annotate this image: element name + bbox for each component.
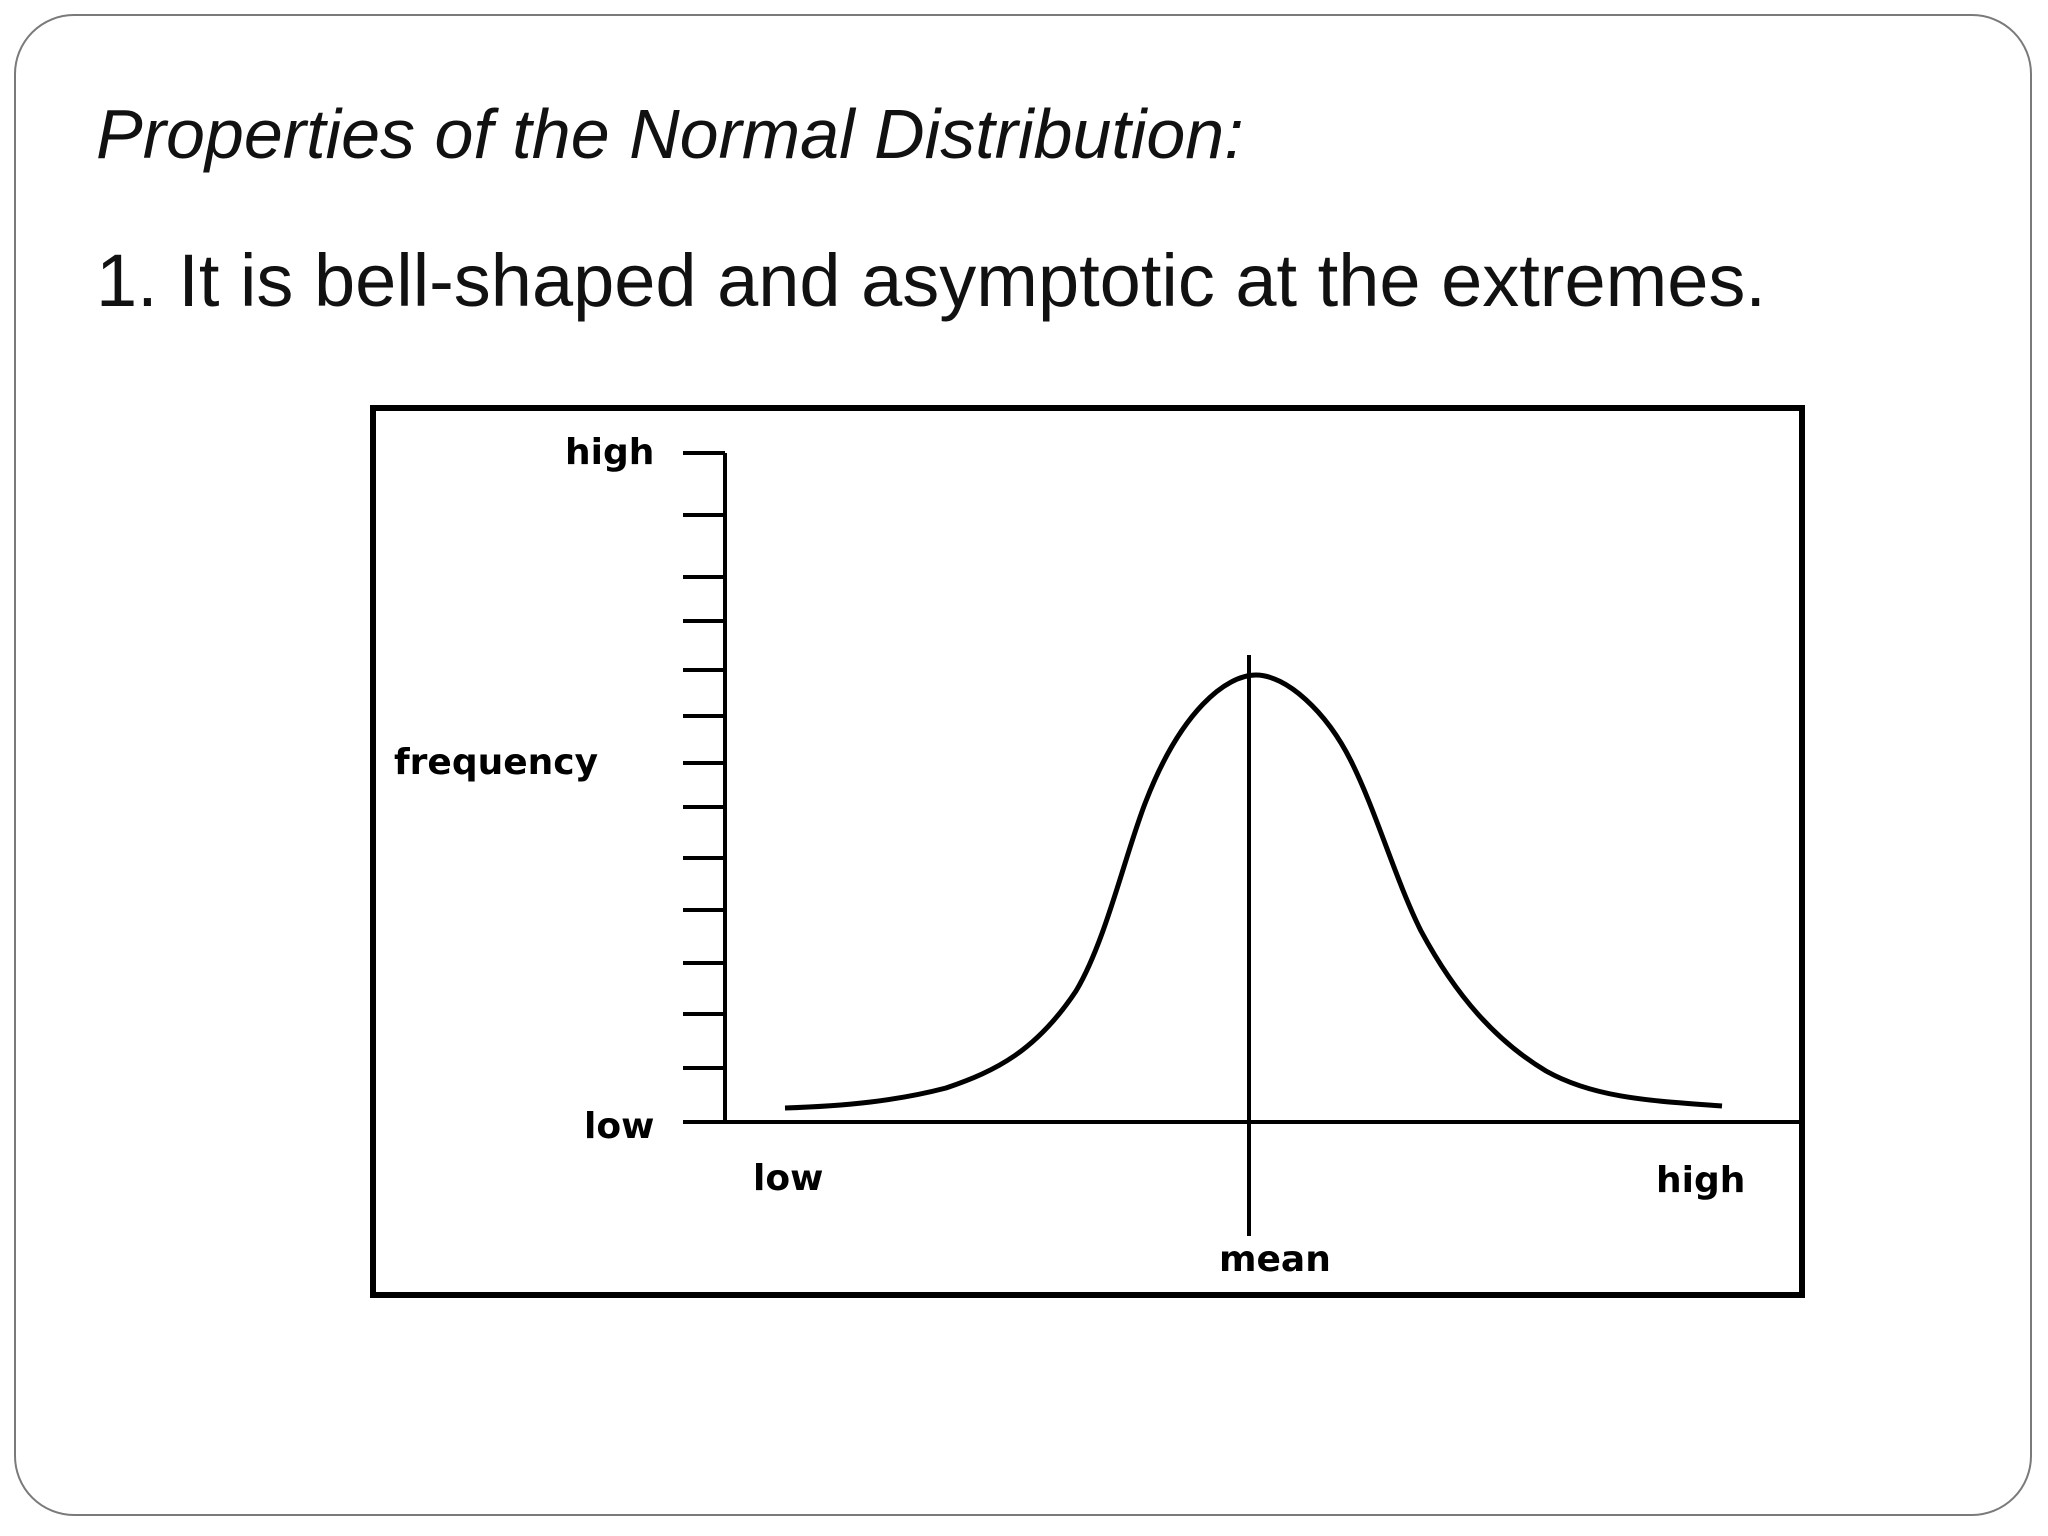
bell-curve	[784, 672, 1723, 1111]
slide: Properties of the Normal Distribution: 1…	[14, 14, 2032, 1516]
y-axis-low-label: low	[584, 1106, 654, 1147]
slide-title: Properties of the Normal Distribution:	[96, 95, 1244, 173]
mean-label: mean	[1219, 1239, 1331, 1280]
normal-curve-diagram: high frequency low low high mean	[370, 405, 1805, 1298]
x-axis-low-label: low	[753, 1158, 823, 1199]
point-1-text: 1. It is bell-shaped and asymptotic at t…	[96, 239, 1766, 322]
x-axis-high-label: high	[1656, 1160, 1745, 1201]
diagram-canvas: high frequency low low high mean	[394, 432, 1799, 1280]
y-axis-high-label: high	[565, 432, 654, 473]
y-axis-label: frequency	[394, 742, 598, 783]
y-axis-ticks	[683, 451, 725, 1124]
